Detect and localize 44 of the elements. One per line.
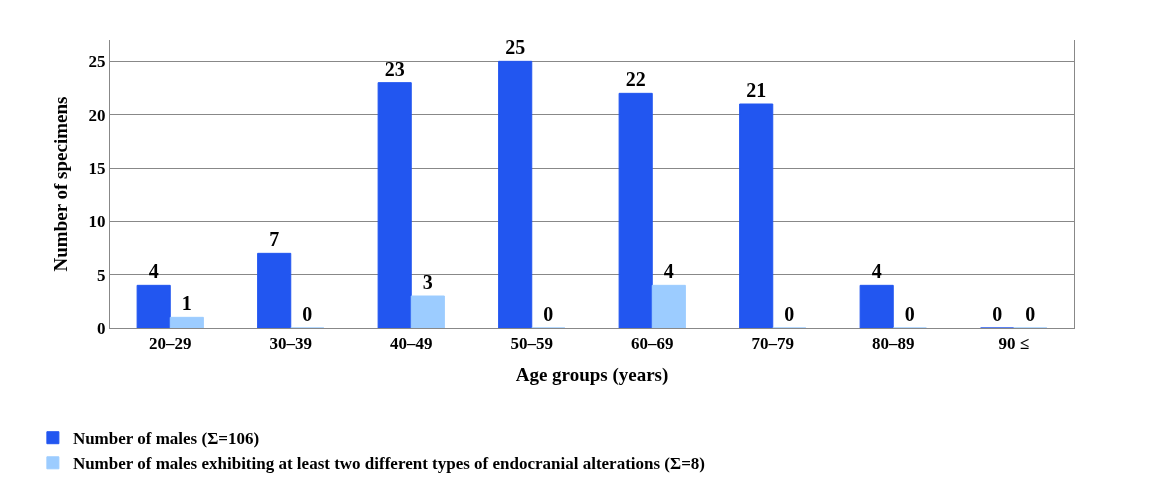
x-tick-label: 20–29 (149, 334, 192, 354)
y-tick-label: 5 (97, 265, 106, 285)
x-tick-label: 50–59 (510, 334, 553, 354)
y-tick-label: 10 (88, 212, 106, 232)
bar (498, 60, 533, 328)
bar (169, 316, 204, 328)
bar (859, 284, 894, 328)
data-label: 0 (904, 303, 915, 325)
y-tick-label: 15 (88, 158, 106, 178)
x-tick-label: 30–39 (269, 334, 312, 354)
x-tick-label: 60–69 (631, 334, 674, 354)
data-label: 0 (992, 303, 1003, 325)
data-label: 0 (302, 303, 313, 325)
data-label: 4 (148, 260, 159, 283)
y-tick-label: 20 (88, 105, 106, 125)
bar (739, 103, 774, 328)
data-label: 22 (625, 68, 646, 91)
y-tick-label: 25 (88, 52, 106, 72)
bar (651, 284, 686, 328)
data-label: 7 (269, 228, 280, 251)
bar (136, 284, 171, 328)
x-tick-label: 40–49 (390, 334, 433, 354)
data-label: 21 (746, 79, 767, 101)
data-label: 4 (663, 260, 674, 283)
data-label: 23 (384, 57, 405, 80)
data-label: 0 (543, 303, 554, 325)
legend-label: Number of males (Σ=106) (72, 429, 260, 449)
data-label: 0 (1025, 303, 1036, 325)
y-tick-label: 0 (97, 318, 106, 338)
x-axis-title: Age groups (years) (515, 364, 669, 387)
x-tick-label: 90 ≤ (998, 334, 1030, 354)
bar (257, 252, 292, 328)
bar (410, 295, 445, 328)
bar (618, 92, 653, 328)
data-label: 4 (871, 260, 882, 283)
x-tick-label: 80–89 (872, 334, 915, 354)
legend-label: Number of males exhibiting at least two different types of endocranial alterations (Σ=8) (72, 454, 705, 474)
x-tick-label: 70–79 (751, 334, 794, 354)
y-axis-title: Number of specimens (50, 96, 72, 272)
data-label: 1 (181, 292, 192, 315)
data-label: 3 (422, 271, 433, 293)
data-label: 25 (505, 36, 526, 59)
bar (377, 82, 412, 328)
data-label: 0 (784, 303, 795, 325)
